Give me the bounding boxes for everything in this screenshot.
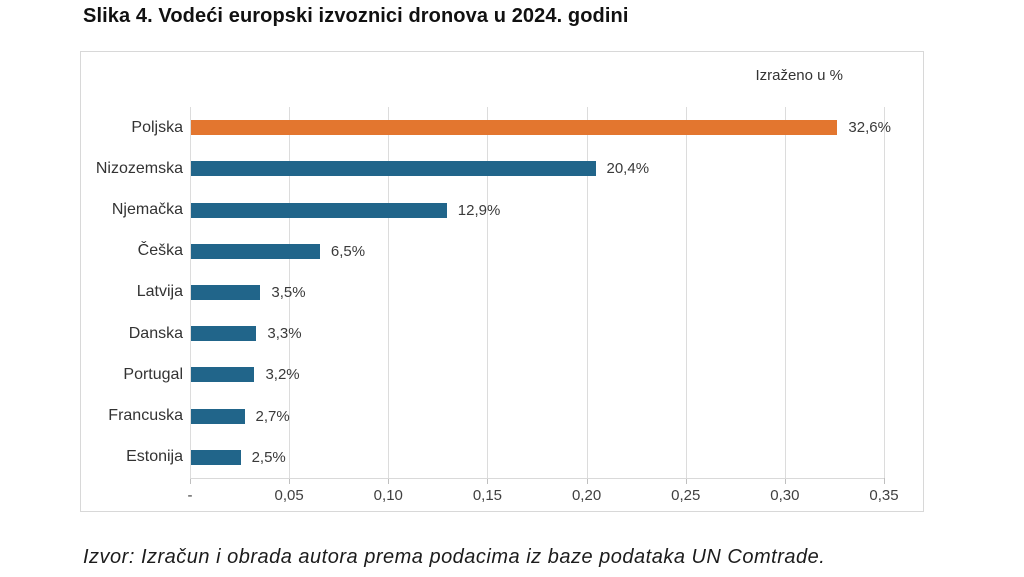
gridline — [487, 107, 489, 478]
figure-title: Slika 4. Vodeći europski izvoznici drono… — [83, 5, 629, 27]
x-tick-label: 0,30 — [770, 487, 800, 504]
category-label: Francuska — [108, 407, 183, 425]
category-label: Portugal — [123, 365, 183, 383]
gridline — [289, 107, 291, 478]
gridline — [586, 107, 588, 478]
bar — [191, 202, 447, 218]
source-note: Izvor: Izračun i obrada autora prema pod… — [83, 546, 826, 568]
category-label: Latvija — [136, 283, 183, 301]
value-label: 2,5% — [251, 448, 286, 466]
value-label: 2,7% — [255, 407, 290, 425]
category-label: Poljska — [131, 118, 183, 136]
bar — [191, 285, 261, 300]
value-label: 3,3% — [267, 325, 302, 343]
x-tick-label: - — [187, 487, 193, 504]
x-tick-label: 0,10 — [373, 487, 403, 504]
x-tick-label: 0,20 — [571, 487, 602, 504]
bar — [191, 449, 241, 465]
gridline — [685, 107, 687, 478]
category-label: Nizozemska — [95, 159, 183, 177]
axis-tick — [685, 478, 687, 484]
axis-tick — [784, 478, 786, 484]
x-tick-label: 0,25 — [671, 487, 701, 504]
gridline — [784, 107, 786, 478]
gridline — [388, 107, 390, 478]
value-label: 20,4% — [606, 160, 650, 178]
x-axis-line — [190, 478, 884, 479]
category-label: Danska — [128, 324, 183, 342]
bar — [191, 367, 255, 383]
value-label: 12,9% — [457, 201, 501, 219]
axis-tick — [487, 478, 489, 484]
bar — [191, 408, 245, 424]
x-tick-label: 0,05 — [274, 487, 304, 504]
unit-annotation: Izraženo u % — [755, 67, 843, 84]
axis-tick — [190, 478, 191, 484]
value-label: 3,5% — [271, 284, 306, 301]
category-label: Njemačka — [111, 201, 183, 219]
axis-tick — [289, 478, 291, 484]
category-label: Estonija — [126, 448, 183, 466]
bar — [191, 243, 320, 259]
x-tick-label: 0,35 — [869, 487, 899, 504]
bar — [191, 326, 257, 342]
bar — [191, 161, 596, 177]
axis-tick — [586, 478, 588, 484]
x-tick-label: 0,15 — [472, 487, 503, 504]
value-label: 3,2% — [265, 366, 300, 384]
value-label: 6,5% — [330, 242, 366, 260]
category-label: Češka — [137, 242, 183, 260]
axis-tick — [884, 478, 885, 484]
gridline — [190, 107, 191, 478]
axis-tick — [388, 478, 390, 484]
chart-box: Izraženo u % - 0,05 0,10 0,15 0,20 0,25 0,30 0,… — [80, 51, 924, 512]
bar — [191, 120, 838, 136]
value-label: 32,6% — [848, 119, 891, 137]
gridline — [884, 107, 885, 478]
